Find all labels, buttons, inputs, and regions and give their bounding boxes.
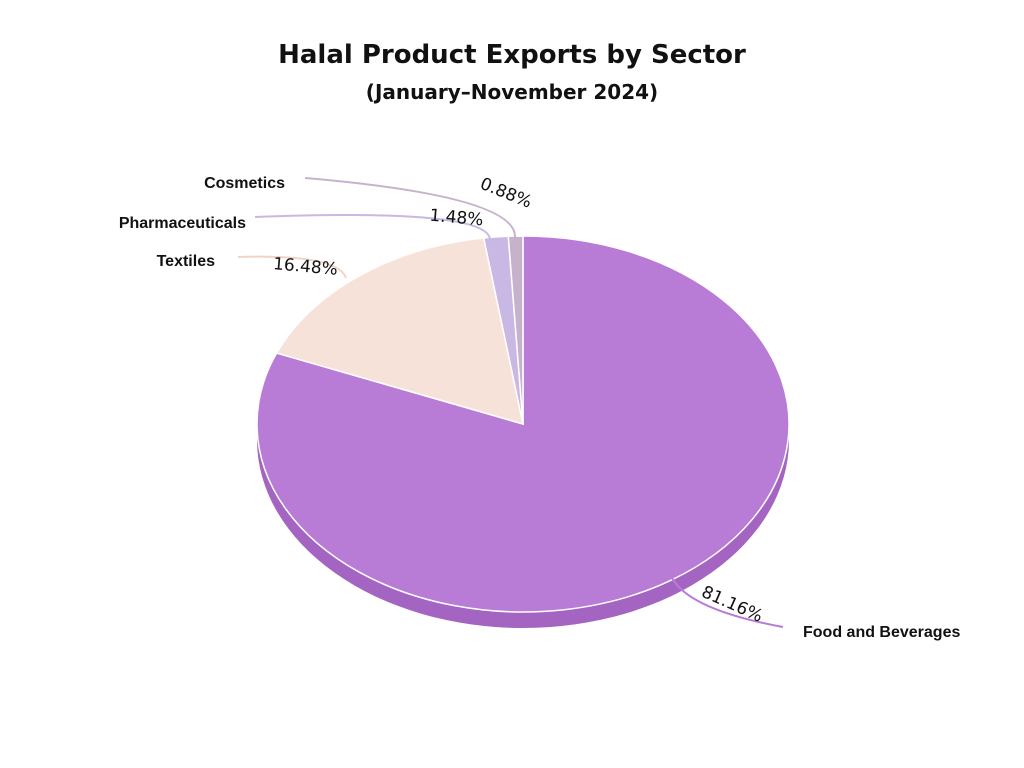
category-label-pharmaceuticals: Pharmaceuticals xyxy=(119,215,246,232)
leader-lines xyxy=(237,177,784,628)
leader-line-cosmetics xyxy=(304,177,517,238)
category-label-cosmetics: Cosmetics xyxy=(204,175,285,192)
percent-label-textiles: 16.48% xyxy=(272,254,338,280)
chart-title: Halal Product Exports by Sector xyxy=(278,40,746,70)
pie-slices xyxy=(256,235,790,613)
pie-slice-textiles xyxy=(275,237,524,426)
percent-label-pharmaceuticals: 1.48% xyxy=(429,206,485,231)
category-label-food-and-beverages: Food and Beverages xyxy=(803,624,960,641)
leader-line-textiles xyxy=(237,255,347,279)
leader-line-food-and-beverages xyxy=(671,577,784,628)
slice-labels: Food and Beverages 81.16% Textiles 16.48% Ph… xyxy=(119,174,961,641)
leader-line-pharmaceuticals xyxy=(254,214,491,241)
chart-subtitle: (January–November 2024) xyxy=(365,80,659,104)
percent-label-cosmetics: 0.88% xyxy=(477,174,535,213)
category-label-textiles: Textiles xyxy=(157,253,216,270)
percent-label-food-and-beverages: 81.16% xyxy=(698,582,765,627)
